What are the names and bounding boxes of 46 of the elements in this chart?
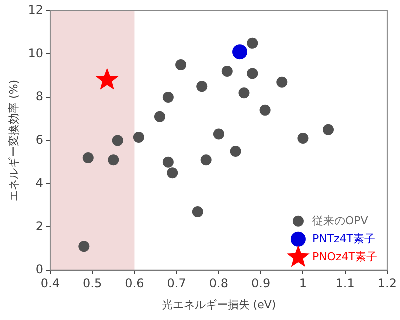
x-tick-label: 0.8 <box>209 276 229 291</box>
point <box>200 154 212 166</box>
point <box>238 88 250 99</box>
y-tick-label: 6 <box>36 132 44 147</box>
point <box>167 168 178 179</box>
y-axis-title: エネルギー変換効率 (%) <box>7 80 20 202</box>
point <box>247 38 258 49</box>
point <box>192 206 204 218</box>
point <box>78 241 90 252</box>
point <box>196 81 208 92</box>
x-tick-label: 0.5 <box>83 276 102 291</box>
y-tick-label: 2 <box>36 219 44 234</box>
x-tick-label: 1.1 <box>336 276 355 291</box>
point <box>162 156 174 168</box>
point <box>322 124 334 136</box>
point <box>213 128 224 140</box>
point <box>260 104 271 116</box>
point <box>276 76 288 88</box>
x-tick-label: 1.2 <box>378 276 398 291</box>
point <box>162 92 174 103</box>
x-tick-label: 1 <box>299 276 308 291</box>
point <box>112 135 124 146</box>
x-tick-label: 0.4 <box>40 276 60 291</box>
x-tick-label: 0.9 <box>252 276 271 291</box>
point <box>154 111 166 122</box>
point <box>230 146 242 158</box>
legend-label: 従来のOPV <box>312 214 369 228</box>
legend-label: PNTz4T素子 <box>312 232 376 246</box>
y-tick-label: 10 <box>28 46 44 60</box>
x-tick-label: 0.6 <box>125 276 144 291</box>
y-tick-label: 8 <box>36 90 44 104</box>
point <box>232 44 248 60</box>
x-axis-title: 光エネルギー損失 (eV) <box>162 298 276 312</box>
point <box>96 68 119 90</box>
y-tick-label: 12 <box>28 3 44 18</box>
legend-label: PNOz4T素子 <box>312 250 378 264</box>
y-tick-label: 4 <box>36 176 44 190</box>
y-tick-label: 0 <box>36 262 44 277</box>
point <box>133 132 144 143</box>
point <box>222 66 233 78</box>
point <box>108 154 120 166</box>
point <box>176 60 187 71</box>
point <box>82 152 94 164</box>
x-tick-label: 0.7 <box>167 276 186 291</box>
point <box>298 133 309 144</box>
point <box>247 68 258 80</box>
